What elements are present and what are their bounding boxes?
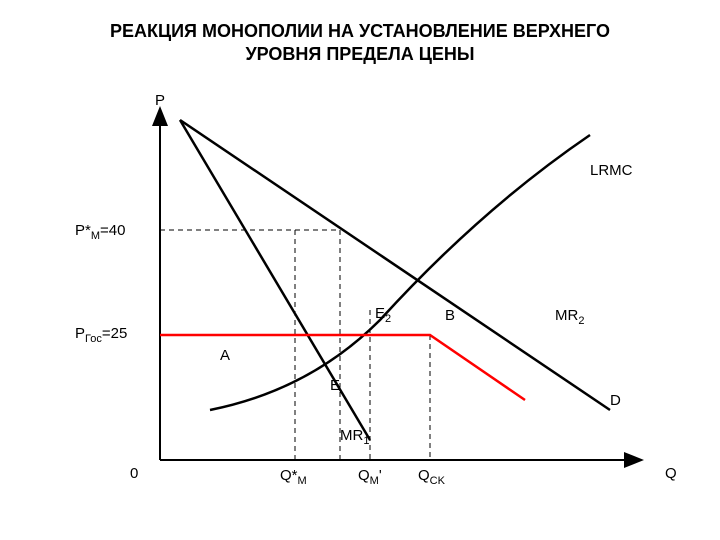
qm-label: Q*M (280, 467, 307, 487)
title-line-2: УРОВНЯ ПРЕДЕЛА ЦЕНЫ (245, 44, 474, 64)
point-a: A (220, 347, 230, 364)
mr2-label: MR2 (555, 307, 584, 327)
x-axis-label: Q (665, 465, 677, 482)
y-axis-label: P (155, 92, 165, 109)
mr2-curve (160, 335, 525, 400)
pgos-label: PГос=25 (75, 325, 127, 345)
demand-curve (180, 120, 610, 410)
qmprime-label: QM' (358, 467, 382, 487)
title-line-1: РЕАКЦИЯ МОНОПОЛИИ НА УСТАНОВЛЕНИЕ ВЕРХНЕ… (110, 21, 610, 41)
d-label: D (610, 392, 621, 409)
point-b: B (445, 307, 455, 324)
qck-label: QCK (418, 467, 446, 487)
lrmc-label: LRMC (590, 162, 633, 179)
chart-title: РЕАКЦИЯ МОНОПОЛИИ НА УСТАНОВЛЕНИЕ ВЕРХНЕ… (0, 20, 720, 67)
origin-label: 0 (130, 465, 138, 482)
pm-label: P*M=40 (75, 222, 125, 242)
lrmc-curve (210, 135, 590, 410)
chart-svg: P Q 0 P*M=40 PГос=25 Q*M QM' QCK LRMC (30, 80, 690, 500)
point-e: E (330, 377, 340, 394)
economics-diagram: P Q 0 P*M=40 PГос=25 Q*M QM' QCK LRMC (30, 80, 690, 500)
dashed-lines (160, 230, 430, 460)
mr1-curve (180, 120, 370, 440)
